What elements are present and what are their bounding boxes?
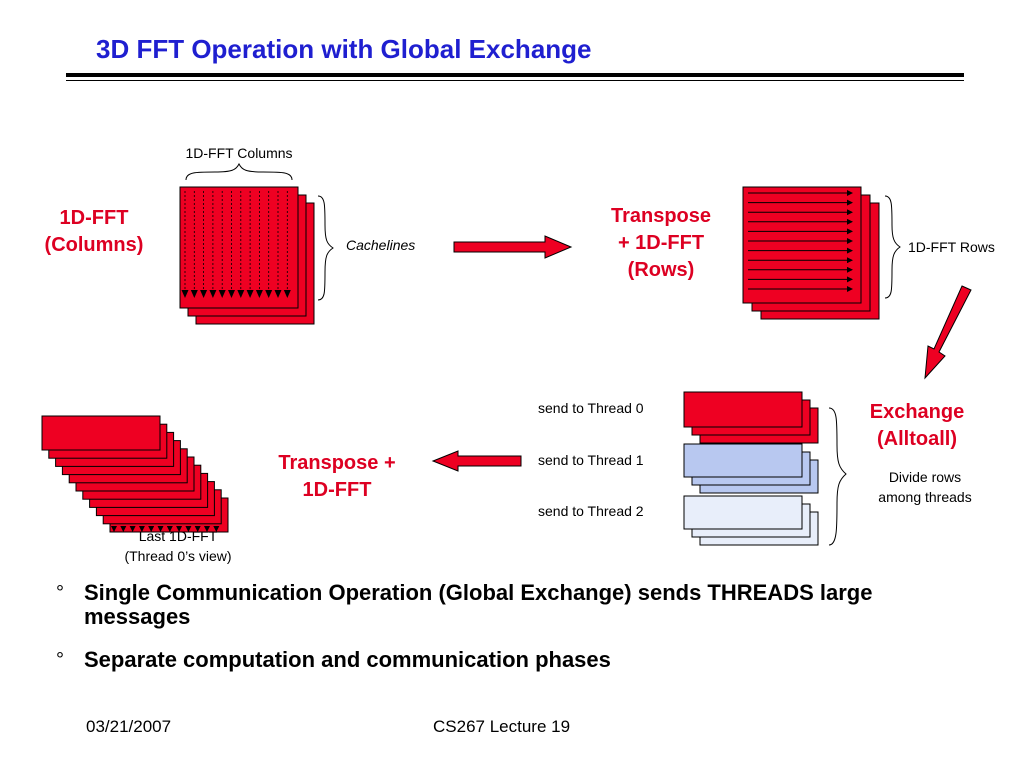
bullet-mark: °	[56, 582, 64, 604]
arrow-to-final	[431, 450, 522, 472]
rows-block	[742, 186, 880, 320]
final-stage-label-1: Transpose +	[278, 452, 395, 474]
bullet-mark: °	[56, 649, 64, 671]
rows-brace	[884, 195, 901, 299]
columns-top-brace	[185, 162, 293, 181]
rows-right-label: 1D-FFT Rows	[908, 239, 995, 255]
column-arrowhead	[237, 290, 245, 298]
cachelines-label: Cachelines	[346, 237, 415, 253]
columns-stage-label-1: 1D-FFT	[60, 207, 129, 229]
columns-block	[179, 186, 315, 325]
exchange-note-2: among threads	[878, 489, 971, 505]
fft-diagram: 1D-FFT Columns Cachelines 1D-FFT (Column…	[41, 145, 995, 564]
exchange-note-1: Divide rows	[889, 469, 961, 485]
column-arrowhead	[283, 290, 291, 298]
title-rule-thin	[66, 80, 964, 81]
column-arrowhead	[218, 290, 226, 298]
thread1-label: send to Thread 1	[538, 452, 644, 468]
column-arrowhead	[181, 290, 189, 298]
bullet-item: ° Separate computation and communication…	[56, 648, 976, 672]
column-arrowhead	[228, 290, 235, 298]
final-stage-label-2: 1D-FFT	[303, 479, 372, 501]
rows-stage-label-3: (Rows)	[628, 259, 695, 281]
column-arrowhead	[190, 290, 198, 298]
cachelines-brace	[317, 195, 334, 301]
final-plane	[41, 415, 161, 451]
arrow-to-rows	[453, 235, 573, 259]
footer-date: 03/21/2007	[86, 717, 172, 736]
thread0-label: send to Thread 0	[538, 400, 644, 416]
column-arrowhead	[246, 290, 254, 298]
bullet-text: Single Communication Operation (Global E…	[84, 580, 873, 629]
columns-brace-label: 1D-FFT Columns	[185, 145, 292, 161]
footer-course: CS267 Lecture 19	[433, 717, 571, 736]
slide-title: 3D FFT Operation with Global Exchange	[96, 34, 592, 64]
column-arrowhead	[274, 290, 282, 298]
column-arrowhead	[200, 290, 208, 298]
column-arrowhead	[209, 290, 217, 298]
exchange-label-1: Exchange	[870, 401, 964, 423]
bullet-item: ° Single Communication Operation (Global…	[56, 581, 976, 629]
column-arrowhead	[255, 290, 263, 298]
final-caption-1: Last 1D-FFT	[139, 528, 218, 544]
rows-stage-label-1: Transpose	[611, 205, 711, 227]
title-rule	[66, 73, 964, 77]
thread2-label: send to Thread 2	[538, 503, 644, 519]
exchange-label-2: (Alltoall)	[877, 428, 957, 450]
final-caption-2: (Thread 0’s view)	[124, 548, 231, 564]
exchange-brace	[828, 407, 847, 546]
arrow-to-exchange	[924, 285, 972, 380]
rows-stage-label-2: + 1D-FFT	[618, 232, 704, 254]
columns-stage-label-2: (Columns)	[45, 234, 144, 256]
exchange-block	[683, 391, 819, 546]
bullet-list: ° Single Communication Operation (Global…	[56, 581, 976, 691]
bullet-text: Separate computation and communication p…	[84, 647, 611, 672]
final-stack	[41, 415, 229, 533]
column-arrowhead	[265, 290, 273, 298]
